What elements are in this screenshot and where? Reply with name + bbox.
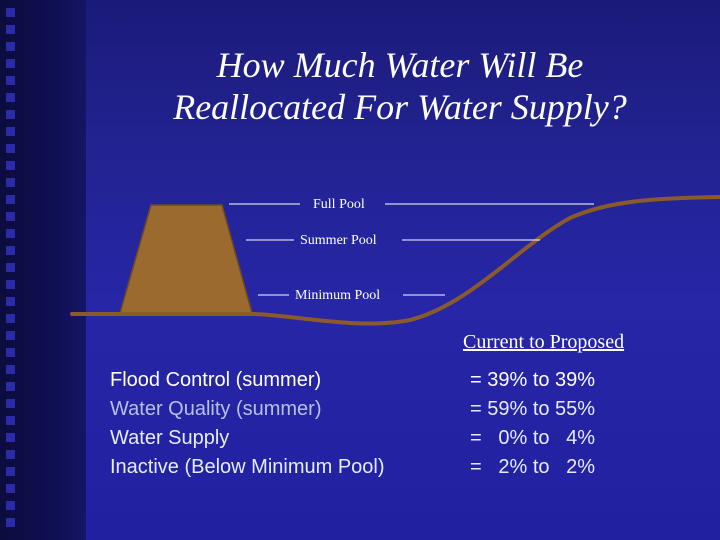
allocation-label-water-quality: Water Quality (summer) [110,398,322,420]
decorative-square [6,314,15,323]
allocation-labels: Flood Control (summer) Water Quality (su… [110,366,385,482]
title-line-1: How Much Water Will Be [216,45,584,85]
allocation-label-inactive: Inactive (Below Minimum Pool) [110,456,385,478]
decorative-square [6,399,15,408]
title-line-2: Reallocated For Water Supply? [173,87,627,127]
reservoir-bed-line [70,195,720,326]
minimum-pool-label: Minimum Pool [295,288,381,303]
decorative-square [6,280,15,289]
decorative-square [6,195,15,204]
decorative-square [6,42,15,51]
decorative-square [6,8,15,17]
slide-title: How Much Water Will Be Reallocated For W… [100,44,700,128]
decorative-square [6,382,15,391]
decorative-square [6,348,15,357]
decorative-square [6,161,15,170]
decorative-square [6,110,15,119]
decorative-square [6,501,15,510]
allocation-header: Current to Proposed [463,331,625,353]
decorative-square [6,212,15,221]
allocation-value-flood-control: = 39% to 39% [470,369,596,391]
decorative-square [6,25,15,34]
full-pool-label: Full Pool [313,197,365,212]
allocation-value-inactive: = 2% to 2% [470,456,596,478]
decorative-square [6,484,15,493]
decorative-square [6,178,15,187]
decorative-square [6,93,15,102]
decorative-square [6,263,15,272]
decorative-square [6,246,15,255]
decorative-square [6,365,15,374]
dam-shape [119,204,253,314]
summer-pool-label: Summer Pool [300,233,377,248]
decorative-square [6,76,15,85]
left-square-pattern [0,0,24,540]
allocation-value-water-quality: = 59% to 55% [470,398,596,420]
allocation-value-water-supply: = 0% to 4% [470,427,596,449]
decorative-square [6,59,15,68]
allocation-values: = 39% to 39% = 59% to 55% = 0% to 4% = 2… [470,366,595,482]
allocation-label-water-supply: Water Supply [110,427,230,449]
decorative-square [6,331,15,340]
decorative-square [6,416,15,425]
decorative-square [6,144,15,153]
decorative-square [6,467,15,476]
decorative-square [6,229,15,238]
decorative-square [6,127,15,136]
decorative-square [6,433,15,442]
decorative-square [6,297,15,306]
decorative-square [6,518,15,527]
decorative-square [6,450,15,459]
allocation-label-flood-control: Flood Control (summer) [110,369,322,391]
